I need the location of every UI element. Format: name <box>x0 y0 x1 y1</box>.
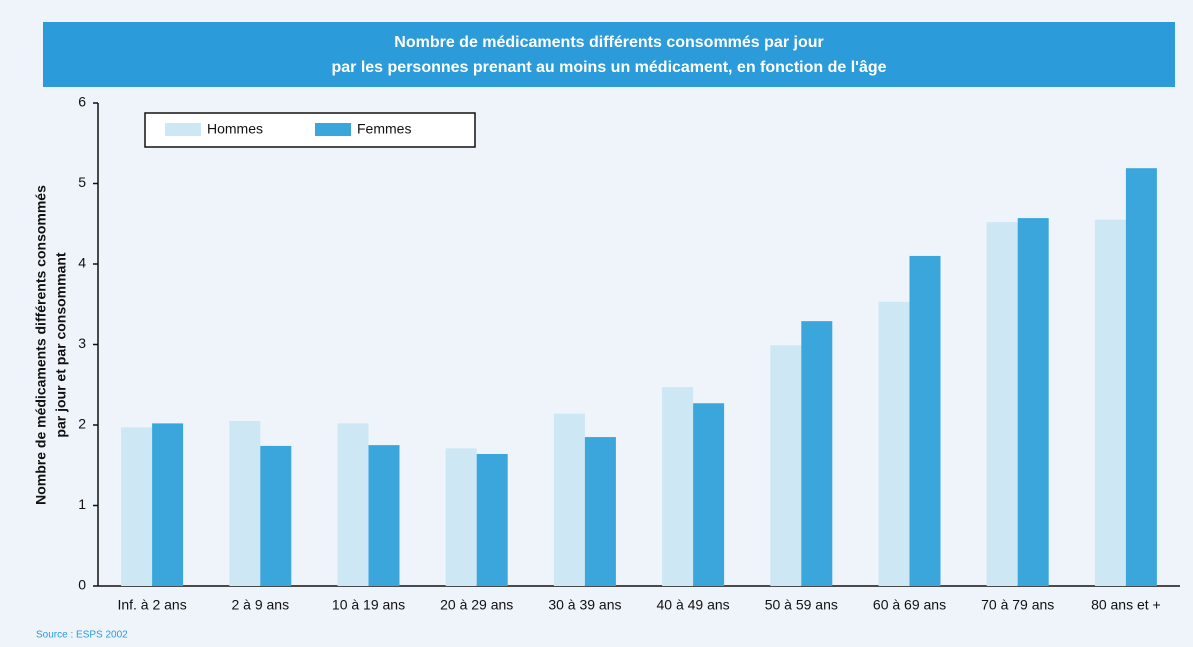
source: Source : ESPS 2002 <box>36 630 128 641</box>
y-tick-label: 0 <box>78 577 86 593</box>
y-axis-label-line: par jour et par consommant <box>53 252 69 437</box>
bar <box>770 345 802 586</box>
y-tick-label: 2 <box>78 416 86 432</box>
bar <box>909 255 941 586</box>
bar <box>553 413 585 586</box>
y-tick-label: 3 <box>78 335 86 351</box>
bar <box>584 437 616 586</box>
chart-title: par les personnes prenant au moins un mé… <box>331 59 886 76</box>
bar <box>878 301 910 586</box>
x-tick-label: 10 à 19 ans <box>332 597 405 613</box>
x-tick-label: Inf. à 2 ans <box>117 597 186 613</box>
bar <box>337 423 369 586</box>
legend-swatch <box>315 123 351 136</box>
x-tick-label: 40 à 49 ans <box>657 597 730 613</box>
legend-label: Hommes <box>207 121 263 137</box>
bar <box>1125 168 1157 586</box>
y-tick-label: 1 <box>78 496 86 512</box>
bar <box>1094 219 1126 586</box>
y-tick-label: 6 <box>78 94 86 110</box>
x-tick-label: 50 à 59 ans <box>765 597 838 613</box>
bar <box>662 387 694 586</box>
title-bar <box>43 22 1175 87</box>
bar <box>368 445 400 586</box>
chart-title: Nombre de médicaments différents consomm… <box>394 34 823 51</box>
bar <box>445 448 477 586</box>
x-tick-label: 20 à 29 ans <box>440 597 513 613</box>
bar <box>152 423 184 586</box>
y-tick-label: 5 <box>78 174 86 190</box>
bar <box>260 445 292 586</box>
bar <box>229 420 261 586</box>
bar <box>693 403 725 586</box>
y-tick-label: 4 <box>78 255 86 271</box>
x-tick-label: 30 à 39 ans <box>548 597 621 613</box>
bar <box>801 321 833 586</box>
y-axis-label: Nombre de médicaments différents consomm… <box>33 185 69 505</box>
x-tick-label: 60 à 69 ans <box>873 597 946 613</box>
bar <box>1017 218 1049 587</box>
legend-swatch <box>165 123 201 136</box>
bar <box>476 453 508 586</box>
bar <box>986 222 1018 586</box>
x-tick-label: 2 à 9 ans <box>231 597 289 613</box>
y-axis-label-line: Nombre de médicaments différents consomm… <box>33 185 49 505</box>
x-tick-label: 70 à 79 ans <box>981 597 1054 613</box>
bar <box>121 427 153 586</box>
x-tick-label: 80 ans et + <box>1091 597 1161 613</box>
legend-label: Femmes <box>357 121 411 137</box>
